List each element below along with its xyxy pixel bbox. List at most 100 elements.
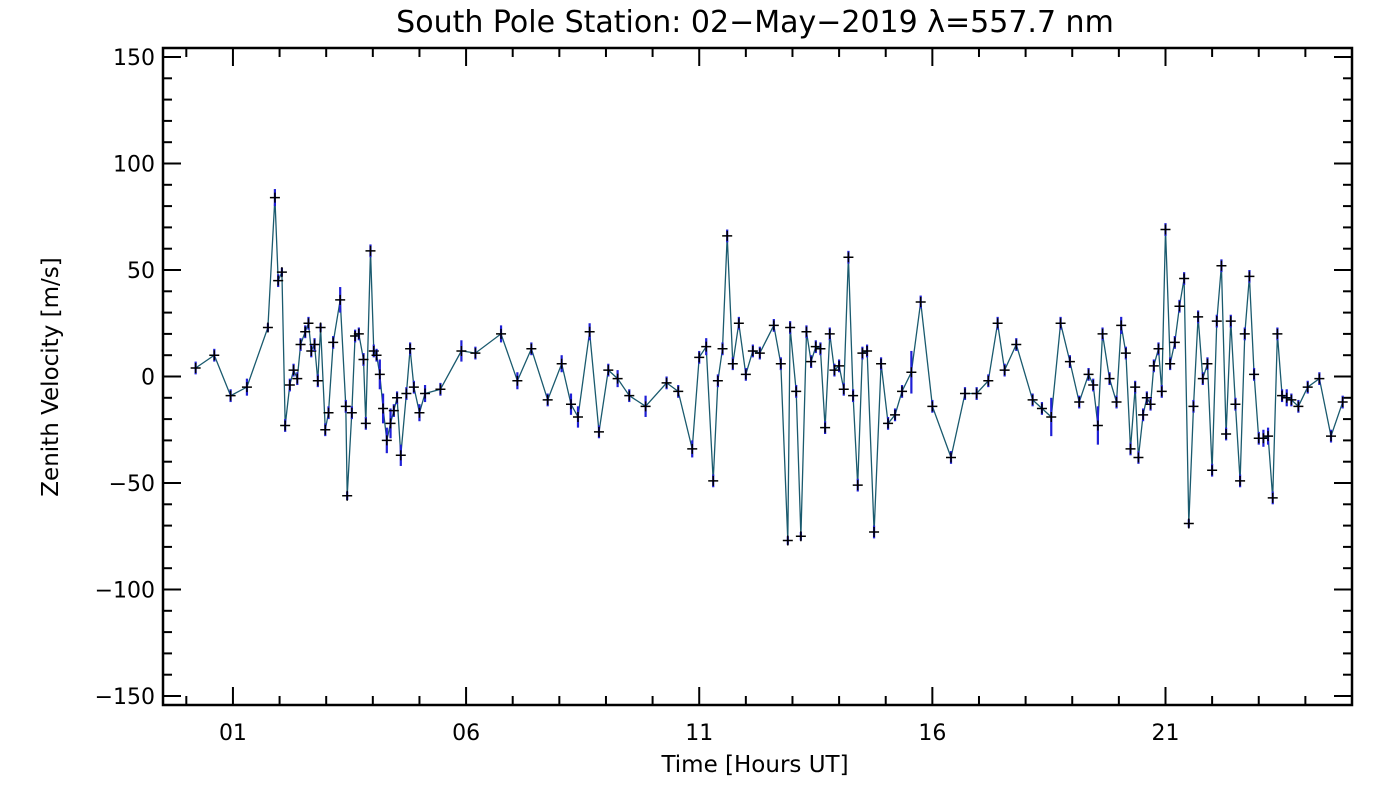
data-point	[435, 384, 446, 395]
data-point	[1133, 452, 1144, 463]
x-tick-label: 11	[685, 721, 713, 746]
data-point	[340, 401, 351, 412]
data-point	[303, 318, 314, 329]
data-point	[292, 373, 303, 384]
data-point	[687, 443, 698, 454]
data-point	[857, 348, 868, 359]
data-point	[1326, 431, 1337, 442]
data-point	[1244, 271, 1255, 282]
data-point	[747, 345, 758, 356]
data-point	[775, 358, 786, 369]
data-point	[1193, 311, 1204, 322]
data-point	[1281, 392, 1292, 403]
data-point	[1337, 397, 1348, 408]
data-point	[273, 275, 284, 286]
data-point	[378, 403, 389, 414]
data-point	[848, 390, 859, 401]
data-point	[395, 450, 406, 461]
data-point	[717, 343, 728, 354]
data-point	[300, 326, 311, 337]
data-point	[820, 422, 831, 433]
data-point	[1230, 399, 1241, 410]
data-point	[388, 405, 399, 416]
data-point	[824, 328, 835, 339]
data-point	[1263, 431, 1274, 442]
x-tick-label: 06	[452, 721, 480, 746]
data-point	[346, 407, 357, 418]
plot-area: 150 100 50 0 −50 −100 −150 01 06 11 16 21	[95, 46, 1354, 746]
data-point	[1197, 373, 1208, 384]
data-point	[360, 418, 371, 429]
data-point	[1221, 429, 1232, 440]
data-point	[358, 354, 369, 365]
data-point	[295, 339, 306, 350]
data-point	[915, 296, 926, 307]
data-point	[1179, 273, 1190, 284]
y-tick-label: −50	[109, 472, 155, 497]
data-point	[1207, 465, 1218, 476]
data-point	[556, 358, 567, 369]
data-point	[999, 365, 1010, 376]
data-point	[1216, 260, 1227, 271]
data-point	[862, 345, 873, 356]
data-point	[883, 418, 894, 429]
data-point	[1104, 373, 1115, 384]
data-point	[612, 373, 623, 384]
data-point	[1272, 328, 1283, 339]
data-point	[401, 388, 412, 399]
data-point	[190, 362, 201, 373]
data-point	[542, 394, 553, 405]
data-point	[661, 377, 672, 388]
data-point	[309, 339, 320, 350]
data-point	[791, 386, 802, 397]
data-point	[1277, 390, 1288, 401]
data-point	[768, 320, 779, 331]
data-point	[1120, 348, 1131, 359]
data-point	[470, 348, 481, 359]
y-tick-label: −150	[95, 685, 155, 710]
data-point	[1249, 369, 1260, 380]
y-tick-label: 0	[141, 366, 155, 391]
data-point	[1083, 369, 1094, 380]
data-point	[315, 322, 326, 333]
data-point	[209, 350, 220, 361]
data-point	[890, 409, 901, 420]
data-point	[946, 452, 957, 463]
data-point	[983, 375, 994, 386]
data-point	[241, 382, 252, 393]
data-point	[312, 375, 323, 386]
data-point	[269, 192, 280, 203]
data-point	[733, 318, 744, 329]
data-point	[371, 350, 382, 361]
data-point	[992, 318, 1003, 329]
series-line	[195, 197, 1344, 541]
data-point	[801, 326, 812, 337]
data-point	[1188, 401, 1199, 412]
data-point	[456, 345, 467, 356]
data-point	[374, 369, 385, 380]
data-point	[1169, 337, 1180, 348]
data-point	[1097, 328, 1108, 339]
data-point	[603, 365, 614, 376]
data-point	[708, 475, 719, 486]
data-point	[906, 367, 917, 378]
y-tick-label: −100	[95, 579, 155, 604]
data-point	[385, 418, 396, 429]
x-tick-label: 01	[219, 721, 247, 746]
data-point	[1092, 420, 1103, 431]
data-point	[869, 526, 880, 537]
data-point	[496, 328, 507, 339]
data-point	[815, 343, 826, 354]
data-point	[1125, 443, 1136, 454]
data-point	[414, 407, 425, 418]
data-point	[1160, 224, 1171, 235]
x-axis-label: Time [Hours UT]	[660, 752, 848, 778]
y-tick-label: 100	[113, 153, 155, 178]
data-point	[712, 375, 723, 386]
data-point	[971, 388, 982, 399]
data-point	[1258, 433, 1269, 444]
data-point	[284, 380, 295, 391]
data-point	[673, 386, 684, 397]
data-point	[381, 435, 392, 446]
data-point	[1165, 358, 1176, 369]
